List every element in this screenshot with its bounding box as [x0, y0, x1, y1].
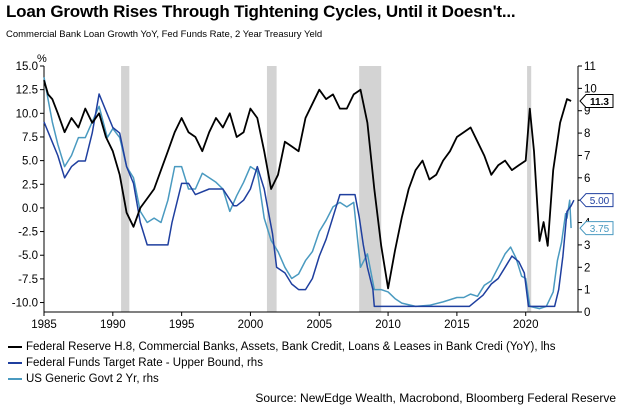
right-tick-label: 10	[584, 83, 597, 95]
legend-label-fed-funds: Federal Funds Target Rate - Upper Bound,…	[26, 357, 263, 369]
left-tick-label: 7.5	[22, 132, 38, 144]
x-tick-label: 2015	[444, 319, 470, 331]
right-tick-label: 2	[584, 262, 590, 274]
end-label-box-loan	[579, 94, 614, 109]
end-label-box-twoyear	[579, 221, 614, 236]
right-tick-label: 9	[584, 106, 590, 118]
left-tick-label: -10.0	[12, 298, 38, 310]
x-tick-label: 1990	[100, 319, 126, 331]
left-tick-label: -7.5	[18, 274, 38, 286]
left-tick-label: -2.5	[18, 227, 38, 239]
left-tick-label: 12.5	[16, 85, 38, 97]
right-tick-label: 8	[584, 128, 590, 140]
source-note: Source: NewEdge Wealth, Macrobond, Bloom…	[255, 391, 616, 405]
right-tick-label: 11	[584, 61, 596, 73]
left-tick-label: 15.0	[16, 61, 38, 73]
x-tick-label: 2005	[306, 319, 332, 331]
legend: Federal Reserve H.8, Commercial Banks, A…	[8, 339, 555, 387]
left-tick-label: 10.0	[16, 108, 38, 120]
series-line-fedfunds	[43, 93, 575, 308]
series-line-loan	[43, 79, 572, 290]
series-line-twoyear	[43, 77, 572, 310]
end-label-twoyear: 3.75	[590, 224, 610, 235]
x-tick-label: 2000	[238, 319, 264, 331]
right-tick-label: 7	[584, 150, 590, 162]
left-tick-label: 5.0	[22, 156, 38, 168]
recession-band	[527, 66, 532, 312]
end-label-layer: 11.3 5.00 3.75	[579, 94, 614, 236]
x-tick-label: 1985	[31, 319, 57, 331]
right-tick-label: 1	[584, 285, 590, 297]
recession-band	[121, 66, 130, 312]
legend-label-two-year: US Generic Govt 2 Yr, rhs	[26, 373, 159, 385]
chart-subtitle: Commercial Bank Loan Growth YoY, Fed Fun…	[6, 29, 323, 40]
end-label-loan: 11.3	[590, 97, 609, 108]
legend-item-two-year: US Generic Govt 2 Yr, rhs	[8, 371, 555, 387]
end-label-fedfunds: 5.00	[590, 196, 610, 207]
right-tick-label: 6	[584, 173, 590, 185]
end-label-box-fedfunds	[579, 193, 614, 208]
loan-growth-chart: %15.0 12.5 10.0 7.5 5.0 2.5 0.0 -2.5 -5.0 -7.5 -10…	[12, 53, 614, 331]
right-tick-label: 0	[584, 307, 590, 319]
right-tick-label: 3	[584, 240, 590, 252]
axis-layer: %15.0 12.5 10.0 7.5 5.0 2.5 0.0 -2.5 -5.0 -7.5 -10…	[12, 53, 597, 331]
left-tick-label: -5.0	[18, 250, 38, 262]
legend-swatch-loan-growth	[8, 346, 22, 348]
chart-title: Loan Growth Rises Through Tightening Cyc…	[6, 2, 516, 21]
left-axis-unit-label: %	[37, 53, 47, 65]
left-tick-label: 0.0	[22, 203, 38, 215]
x-tick-label: 2020	[513, 319, 539, 331]
recession-shading-layer	[121, 66, 532, 312]
x-tick-label: 2010	[375, 319, 401, 331]
legend-swatch-fed-funds	[8, 362, 22, 364]
legend-label-loan-growth: Federal Reserve H.8, Commercial Banks, A…	[26, 341, 556, 353]
legend-swatch-two-year	[8, 378, 22, 380]
left-tick-label: 2.5	[22, 179, 38, 191]
legend-item-fed-funds: Federal Funds Target Rate - Upper Bound,…	[8, 355, 555, 371]
x-tick-label: 1995	[169, 319, 195, 331]
series-layer	[43, 77, 575, 310]
legend-item-loan-growth: Federal Reserve H.8, Commercial Banks, A…	[8, 339, 555, 355]
